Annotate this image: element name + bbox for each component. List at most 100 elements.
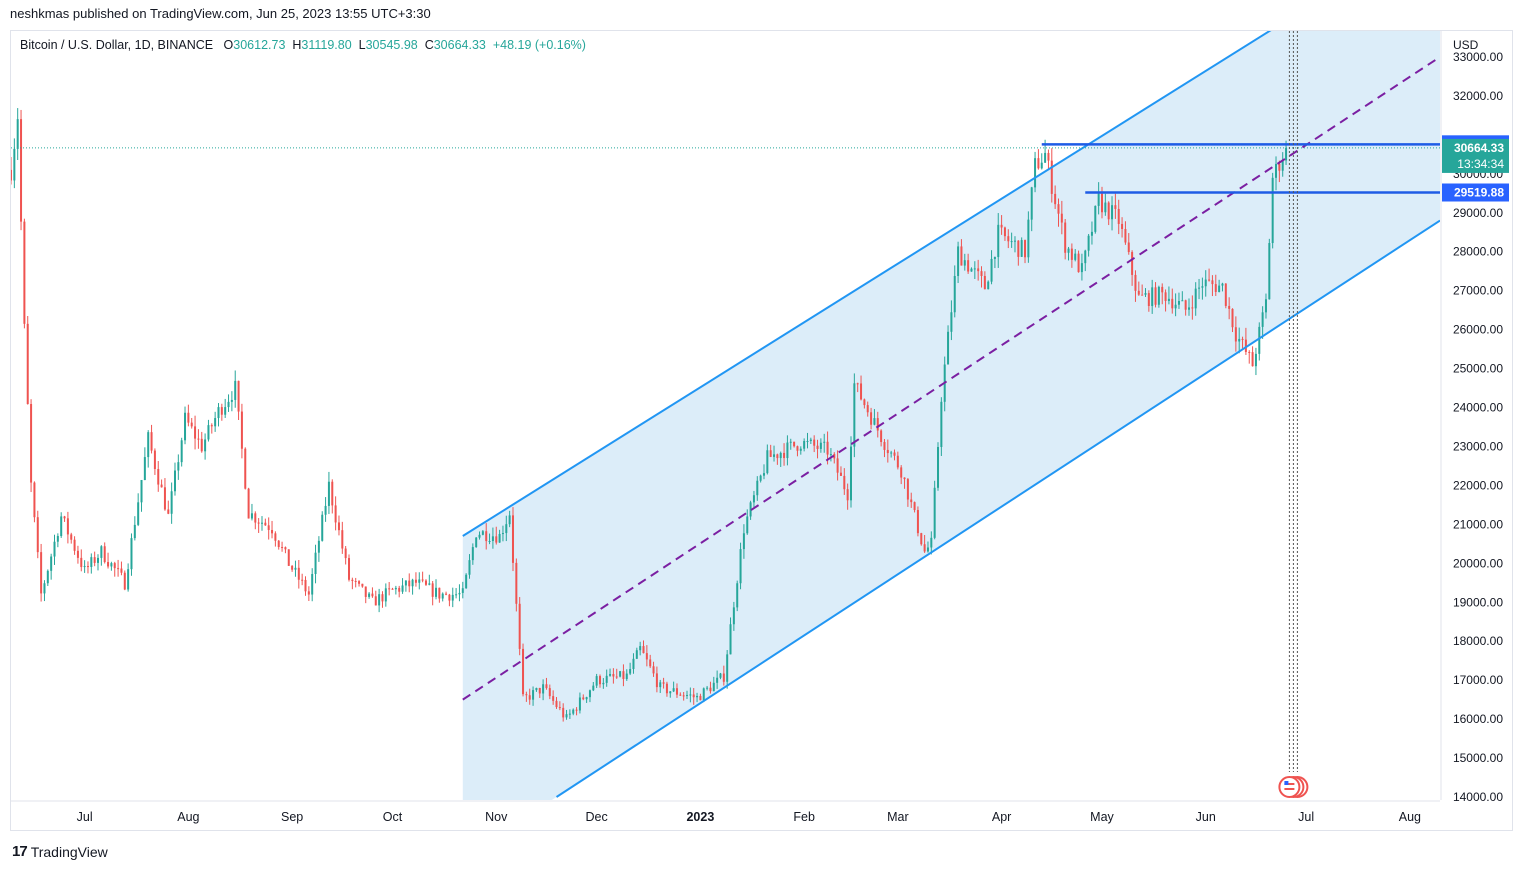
candle-body (421, 579, 424, 581)
candle-body (1224, 283, 1227, 306)
candle-body (307, 591, 310, 595)
candle-body (759, 475, 762, 481)
candle-body (157, 469, 160, 485)
publisher-line: neshkmas published on TradingView.com, J… (10, 6, 431, 21)
candle-body (143, 457, 146, 481)
candle-body (605, 675, 608, 683)
candle-body (1214, 284, 1217, 292)
candle-body (1124, 228, 1127, 243)
candle-body (60, 516, 63, 537)
candle-body (63, 516, 66, 519)
change-value: +48.19 (+0.16%) (492, 38, 586, 52)
candle-body (358, 581, 361, 584)
candle-body (1278, 163, 1281, 171)
candle-body (615, 676, 618, 678)
candle-body (903, 477, 906, 480)
time-tick-label: Jun (1196, 810, 1216, 824)
candle-body (809, 439, 812, 442)
candle-body (294, 567, 297, 570)
candle-body (679, 694, 682, 696)
candle-body (391, 588, 394, 590)
candle-body (538, 687, 541, 694)
candle-body (993, 257, 996, 259)
candle-body (1094, 205, 1097, 232)
candle-body (404, 580, 407, 586)
close-label: C (424, 38, 434, 52)
candle-body (776, 454, 779, 459)
candle-body (937, 447, 940, 488)
candle-body (578, 697, 581, 711)
candle-body (314, 552, 317, 575)
candle-body (515, 562, 518, 604)
candle-body (582, 697, 585, 700)
candle-body (819, 442, 822, 449)
candle-body (960, 246, 963, 266)
candle-body (465, 574, 468, 589)
candle-body (886, 449, 889, 454)
candle-body (947, 331, 950, 365)
candle-body (803, 441, 806, 449)
candle-body (1077, 253, 1080, 273)
candle-body (1087, 235, 1090, 251)
candle-body (66, 518, 69, 535)
candle-body (612, 674, 615, 677)
candle-body (1177, 301, 1180, 305)
candle-body (167, 509, 170, 514)
candle-body (906, 479, 909, 500)
candle-body (849, 446, 853, 501)
candle-body (1034, 158, 1037, 188)
candle-body (595, 676, 598, 686)
candle-body (659, 682, 662, 688)
candle-body (953, 275, 956, 313)
candle-body (629, 669, 632, 674)
candle-body (525, 694, 528, 696)
drawing-layer (11, 31, 1440, 798)
candle-body (1164, 292, 1167, 301)
candle-body (990, 258, 993, 282)
candle-body (1013, 240, 1016, 242)
candle-body (97, 557, 100, 563)
candle-body (267, 525, 270, 530)
candle-body (766, 450, 769, 474)
candle-body (1191, 307, 1194, 309)
candle-body (1131, 252, 1134, 275)
candle-body (394, 587, 397, 590)
candle-body (598, 676, 602, 685)
candle-body (649, 659, 652, 667)
candle-body (1111, 205, 1114, 220)
price-tick-label: 22000.00 (1453, 478, 1503, 492)
candle-body (301, 579, 304, 581)
candle-body (110, 563, 113, 567)
candle-body (187, 412, 190, 423)
candle-body (23, 221, 26, 324)
candle-body (655, 673, 658, 688)
candle-body (505, 524, 508, 534)
candle-body (1057, 204, 1060, 214)
candle-body (488, 540, 491, 542)
time-tick-label: Apr (992, 810, 1011, 824)
candle-body (719, 673, 722, 678)
candle-body (237, 380, 240, 412)
candle-body (669, 691, 672, 694)
brand-name[interactable]: TradingView (30, 843, 108, 860)
candle-body (1067, 248, 1070, 253)
price-tick-label: 26000.00 (1453, 323, 1503, 337)
candle-body (1134, 274, 1137, 291)
candle-body (123, 572, 126, 590)
us-flag-icon[interactable] (1278, 776, 1301, 798)
candle-body (200, 438, 203, 452)
candle-body (244, 448, 247, 489)
candle-body (783, 452, 786, 459)
open-value: 30612.73 (233, 38, 286, 52)
candle-body (304, 579, 307, 592)
candle-body (257, 522, 260, 524)
candle-body (1161, 286, 1164, 293)
price-tick-label: 33000.00 (1453, 50, 1503, 64)
candle-body (588, 690, 591, 698)
tradingview-logo-icon[interactable]: 17 (12, 843, 28, 860)
price-tick-label: 21000.00 (1453, 517, 1503, 531)
candle-body (1121, 223, 1124, 229)
candle-body (1221, 283, 1224, 286)
candle-body (1070, 248, 1073, 260)
